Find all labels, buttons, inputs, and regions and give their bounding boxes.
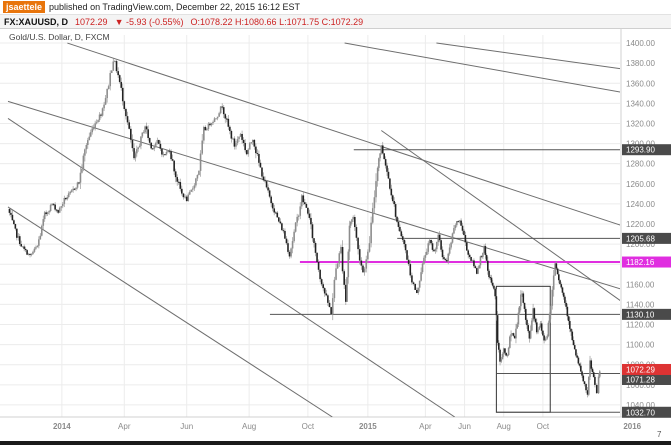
- svg-text:1320.00: 1320.00: [626, 119, 655, 128]
- trendline[interactable]: [7, 206, 333, 417]
- quote-bar: FX:XAUUSD, D 1072.29 ▼ -5.93 (-0.55%) O:…: [0, 14, 671, 29]
- last-price-value: 1072.29: [75, 16, 108, 27]
- svg-text:1100.00: 1100.00: [626, 341, 655, 350]
- trendline[interactable]: [436, 42, 638, 71]
- svg-text:1130.10: 1130.10: [626, 310, 655, 319]
- svg-text:1340.00: 1340.00: [626, 99, 655, 108]
- last-price-badge: 1072.29: [622, 363, 671, 375]
- price-chart-canvas[interactable]: 1040.001060.001080.001100.001120.001140.…: [0, 28, 671, 445]
- svg-text:1120.00: 1120.00: [626, 321, 655, 330]
- time-axis-label: Aug: [497, 422, 511, 431]
- time-axis-label: Aug: [242, 422, 256, 431]
- time-axis-label: 2016: [623, 422, 641, 431]
- time-axis-label: Jun: [458, 422, 471, 431]
- price-axis-badge: 1130.10: [622, 308, 671, 320]
- price-axis-badge: 1182.16: [622, 256, 671, 268]
- svg-text:1360.00: 1360.00: [626, 79, 655, 88]
- svg-text:1205.68: 1205.68: [626, 234, 655, 243]
- chart-series-title: Gold/U.S. Dollar, D, FXCM: [9, 32, 110, 42]
- time-axis-label: Apr: [118, 422, 131, 431]
- author-link[interactable]: jsaettele: [3, 1, 46, 13]
- footer-note: 7: [657, 430, 662, 439]
- svg-text:1400.00: 1400.00: [626, 39, 655, 48]
- bottom-bar: [0, 441, 671, 445]
- svg-text:1060.00: 1060.00: [626, 381, 655, 390]
- trendline[interactable]: [381, 130, 638, 314]
- trendline[interactable]: [7, 100, 638, 294]
- time-axis-label: Jun: [180, 422, 193, 431]
- svg-text:1072.29: 1072.29: [626, 365, 655, 374]
- svg-text:1300.00: 1300.00: [626, 140, 655, 149]
- price-axis-badge: 1032.70: [622, 406, 671, 418]
- gridlines: [0, 35, 620, 417]
- trendline[interactable]: [344, 42, 639, 95]
- svg-text:1293.90: 1293.90: [626, 146, 655, 155]
- trendline[interactable]: [67, 42, 638, 231]
- price-axis-labels: 1040.001060.001080.001100.001120.001140.…: [626, 39, 655, 410]
- ohlc-values: O:1078.22 H:1080.66 L:1071.75 C:1072.29: [190, 16, 364, 27]
- symbol-label[interactable]: FX:XAUUSD, D: [4, 16, 69, 27]
- svg-text:1182.16: 1182.16: [626, 258, 655, 267]
- price-axis-badge: 1205.68: [622, 232, 671, 244]
- price-change-value: ▼ -5.93 (-0.55%): [114, 16, 184, 27]
- svg-text:1140.00: 1140.00: [626, 300, 655, 309]
- time-axis-label: Oct: [537, 422, 550, 431]
- svg-text:1240.00: 1240.00: [626, 200, 655, 209]
- svg-text:1280.00: 1280.00: [626, 160, 655, 169]
- publish-bar: jsaettele published on TradingView.com, …: [0, 0, 671, 14]
- time-axis-label: Oct: [302, 422, 315, 431]
- time-axis-label: Apr: [419, 422, 432, 431]
- time-axis-label: 2015: [359, 422, 377, 431]
- time-axis-label: 2014: [53, 422, 71, 431]
- svg-text:1160.00: 1160.00: [626, 280, 655, 289]
- svg-text:1040.00: 1040.00: [626, 401, 655, 410]
- price-axis-badge: 1071.28: [622, 373, 671, 385]
- price-axis-badge: 1293.90: [622, 144, 671, 156]
- trendline[interactable]: [7, 118, 456, 417]
- svg-text:1260.00: 1260.00: [626, 180, 655, 189]
- publish-info-text: published on TradingView.com, December 2…: [49, 2, 301, 12]
- svg-text:1220.00: 1220.00: [626, 220, 655, 229]
- svg-text:1032.70: 1032.70: [626, 408, 655, 417]
- svg-text:1200.00: 1200.00: [626, 240, 655, 249]
- time-axis-labels: 2014 Apr Jun Aug Oct 2015 Apr Jun Aug Oct 2016: [53, 422, 642, 431]
- candlestick-series: [8, 58, 601, 398]
- svg-text:1071.28: 1071.28: [626, 375, 655, 384]
- svg-text:1380.00: 1380.00: [626, 59, 655, 68]
